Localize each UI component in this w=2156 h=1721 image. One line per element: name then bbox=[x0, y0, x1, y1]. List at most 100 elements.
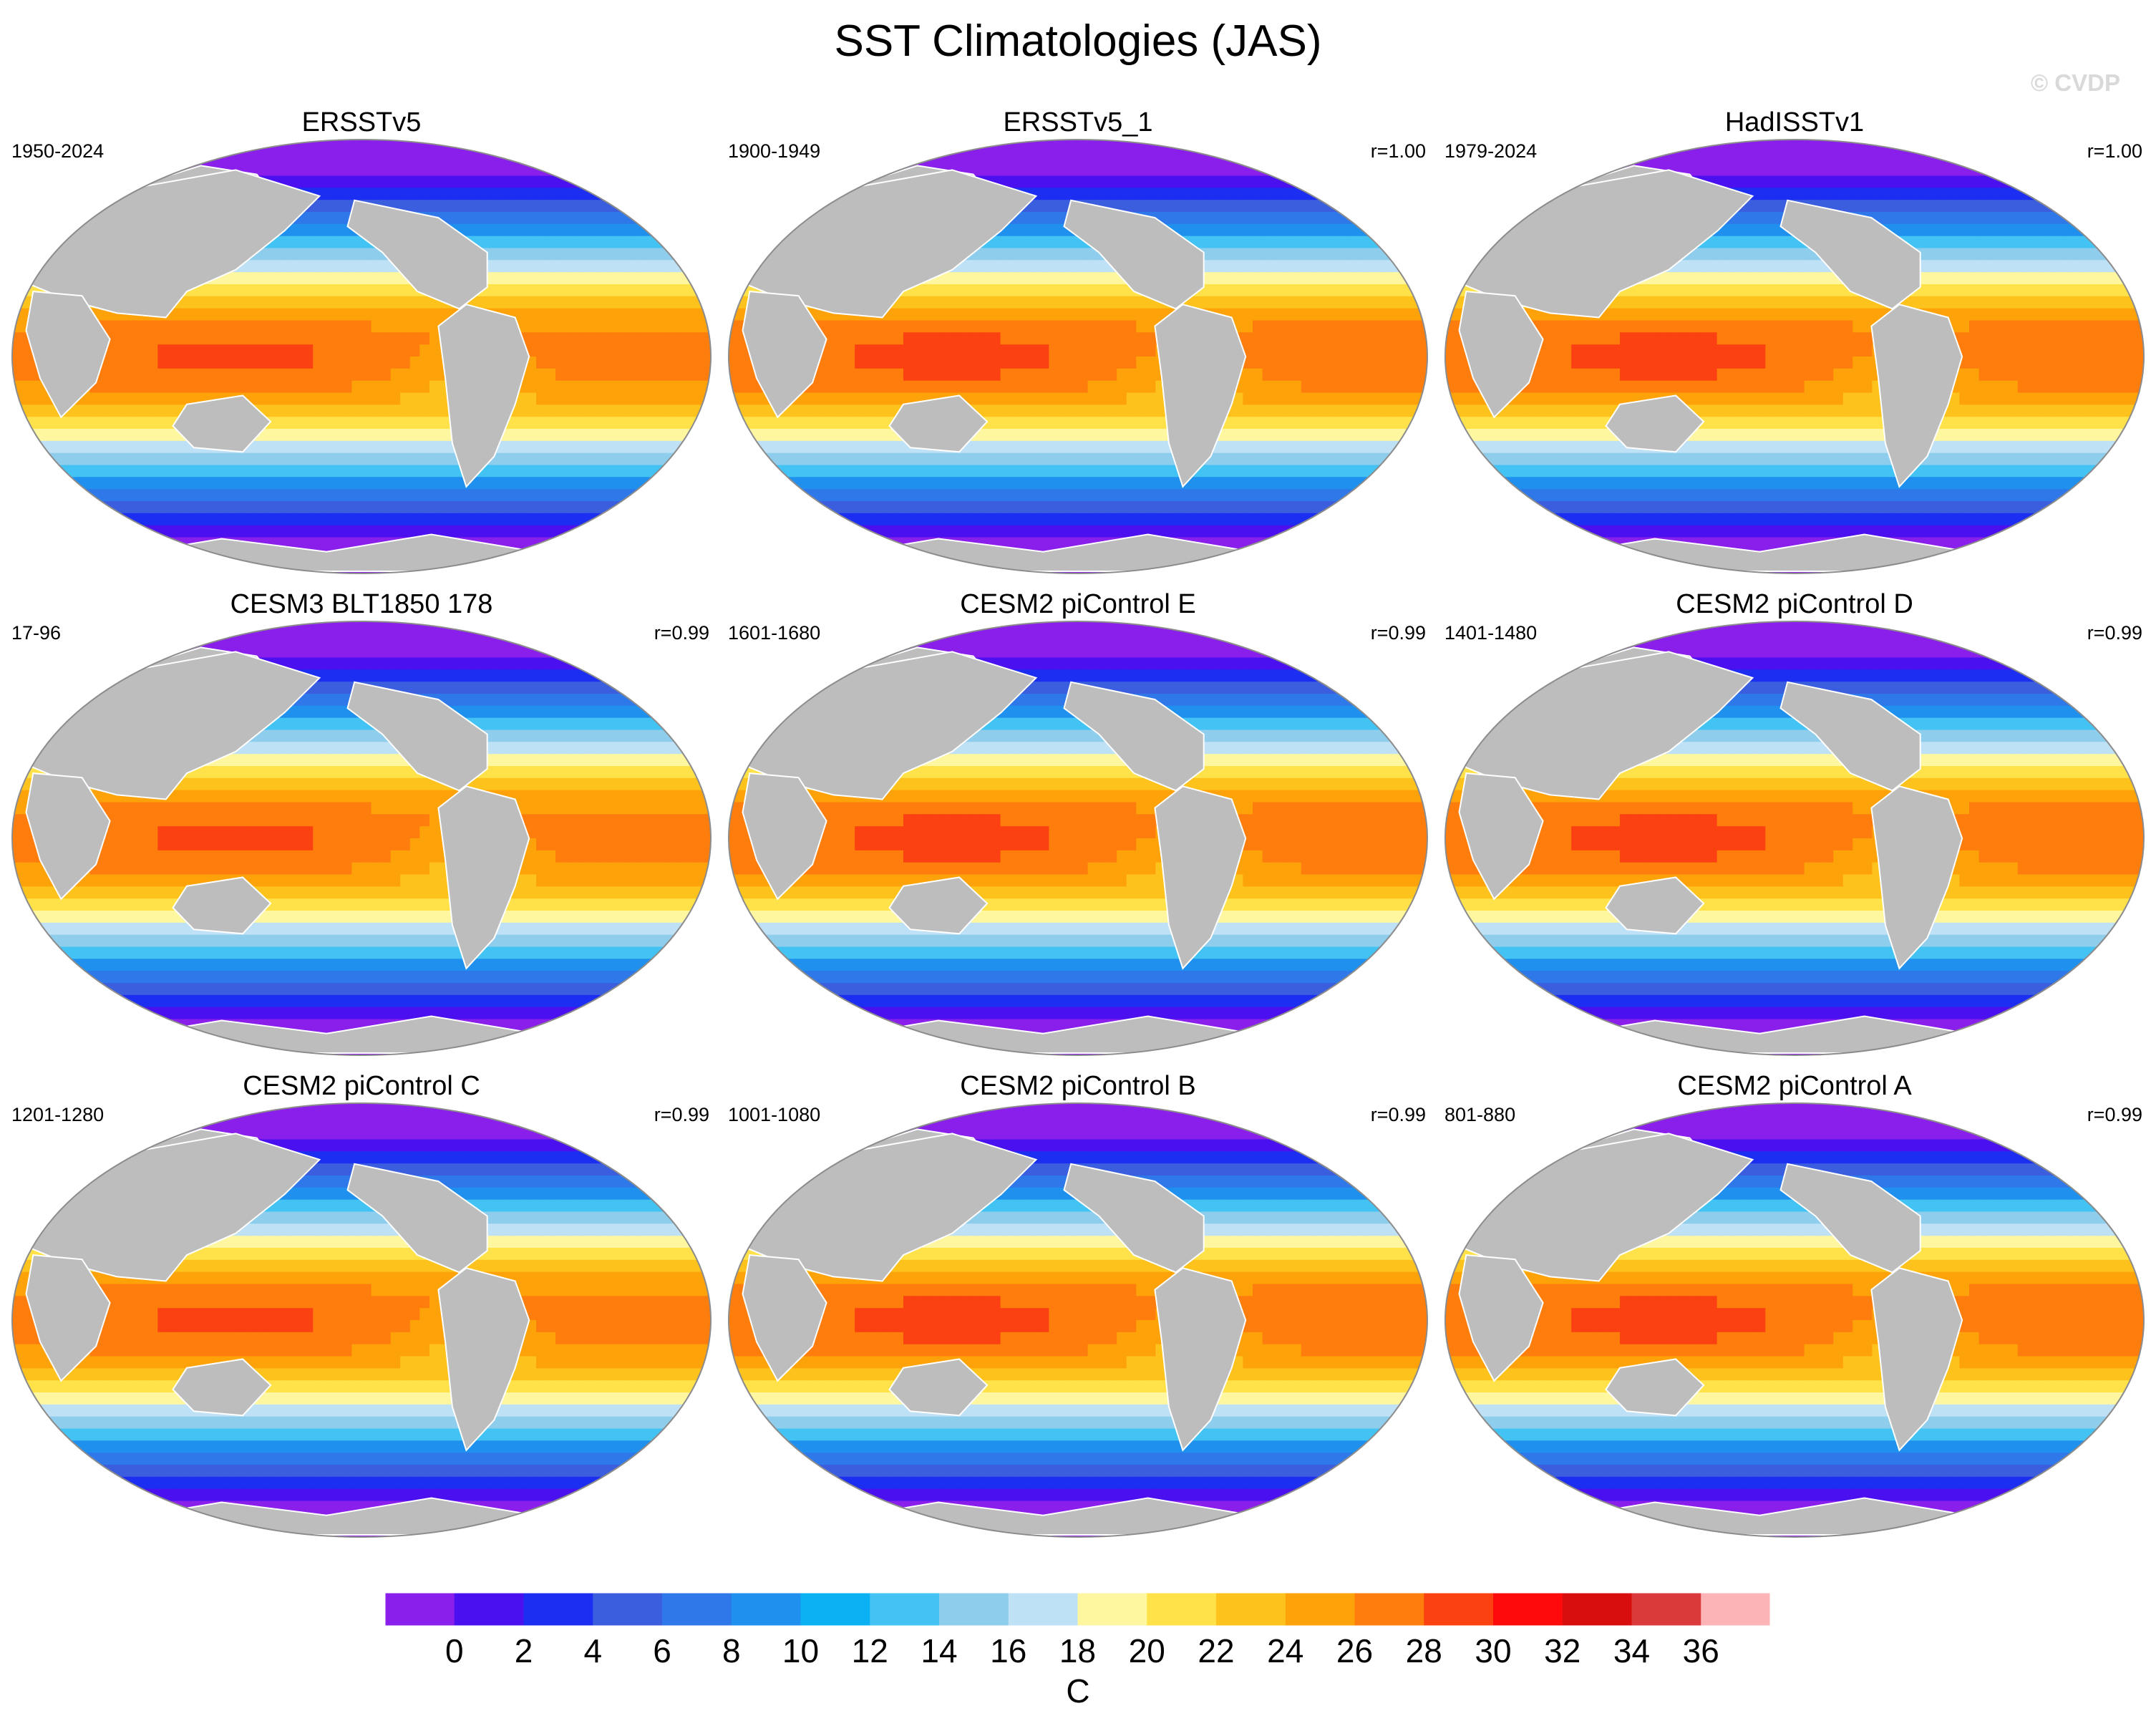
sst-cell bbox=[691, 236, 702, 249]
sst-cell bbox=[738, 272, 749, 285]
sst-cell bbox=[1262, 284, 1273, 297]
sst-cell bbox=[1243, 440, 1253, 454]
sst-cell bbox=[594, 368, 605, 382]
sst-cell bbox=[41, 200, 52, 213]
sst-cell bbox=[381, 392, 392, 405]
sst-cell bbox=[1145, 368, 1157, 382]
sst-cell bbox=[138, 357, 149, 369]
sst-cell bbox=[545, 200, 556, 213]
sst-cell bbox=[1019, 368, 1030, 382]
sst-cell bbox=[555, 368, 566, 382]
sst-cell bbox=[1078, 465, 1089, 477]
sst-cell bbox=[1301, 440, 1311, 454]
sst-cell bbox=[1349, 236, 1360, 249]
sst-cell bbox=[322, 392, 333, 405]
sst-cell bbox=[1107, 175, 1117, 188]
sst-cell bbox=[51, 440, 62, 454]
sst-cell bbox=[1107, 404, 1117, 417]
sst-cell bbox=[691, 501, 702, 514]
sst-cell bbox=[825, 368, 836, 382]
sst-cell bbox=[594, 357, 605, 369]
sst-cell bbox=[1272, 417, 1283, 430]
sst-cell bbox=[526, 368, 537, 382]
sst-cell bbox=[932, 452, 943, 466]
sst-cell bbox=[313, 513, 324, 526]
sst-cell bbox=[1185, 223, 1195, 237]
sst-cell bbox=[303, 477, 314, 490]
sst-cell bbox=[796, 525, 807, 538]
sst-cell bbox=[662, 200, 673, 213]
sst-cell bbox=[767, 513, 778, 526]
sst-cell bbox=[1000, 380, 1011, 394]
sst-cell bbox=[1253, 151, 1263, 165]
sst-cell bbox=[681, 188, 692, 200]
sst-cell bbox=[1233, 417, 1244, 430]
sst-cell bbox=[1243, 272, 1253, 285]
sst-cell bbox=[913, 452, 923, 466]
sst-cell bbox=[167, 549, 178, 562]
sst-cell bbox=[662, 417, 673, 430]
sst-cell bbox=[874, 357, 885, 369]
sst-cell bbox=[51, 223, 62, 237]
sst-cell bbox=[79, 465, 91, 477]
sst-cell bbox=[536, 236, 547, 249]
sst-cell bbox=[1340, 440, 1351, 454]
sst-cell bbox=[109, 489, 120, 502]
sst-cell bbox=[1058, 151, 1069, 165]
sst-cell bbox=[1078, 392, 1089, 405]
sst-cell bbox=[128, 489, 139, 502]
sst-cell bbox=[1320, 452, 1331, 466]
sst-cell bbox=[825, 440, 836, 454]
sst-cell bbox=[526, 140, 537, 152]
sst-cell bbox=[419, 501, 430, 514]
sst-cell bbox=[526, 284, 537, 297]
sst-cell bbox=[1369, 417, 1379, 430]
sst-cell bbox=[757, 501, 768, 514]
sst-cell bbox=[971, 260, 982, 273]
sst-cell bbox=[738, 175, 749, 188]
sst-cell bbox=[565, 284, 576, 297]
sst-cell bbox=[603, 440, 615, 454]
sst-cell bbox=[1262, 236, 1273, 249]
sst-cell bbox=[293, 513, 304, 526]
sst-cell bbox=[1407, 452, 1419, 466]
sst-cell bbox=[1213, 452, 1224, 466]
sst-cell bbox=[1223, 272, 1234, 285]
sst-cell bbox=[565, 549, 576, 562]
sst-cell bbox=[1097, 368, 1108, 382]
sst-cell bbox=[1379, 392, 1389, 405]
sst-cell bbox=[1379, 332, 1389, 345]
sst-cell bbox=[303, 223, 314, 237]
sst-cell bbox=[835, 501, 846, 514]
sst-cell bbox=[1213, 465, 1224, 477]
sst-cell bbox=[1136, 188, 1147, 200]
sst-cell bbox=[903, 489, 914, 502]
sst-cell bbox=[991, 296, 1001, 309]
sst-cell bbox=[119, 368, 130, 382]
sst-cell bbox=[128, 501, 139, 514]
sst-cell bbox=[729, 188, 739, 200]
sst-cell bbox=[1068, 260, 1079, 273]
sst-cell bbox=[1379, 465, 1389, 477]
sst-cell bbox=[1340, 188, 1351, 200]
sst-cell bbox=[1068, 525, 1079, 538]
sst-cell bbox=[313, 429, 324, 442]
sst-cell bbox=[633, 549, 644, 562]
sst-cell bbox=[1126, 344, 1137, 357]
sst-cell bbox=[961, 357, 972, 369]
land-polygon bbox=[346, 199, 488, 310]
sst-cell bbox=[1087, 163, 1098, 177]
sst-cell bbox=[748, 163, 759, 177]
sst-cell bbox=[1262, 357, 1273, 369]
sst-cell bbox=[633, 308, 644, 321]
sst-cell bbox=[177, 151, 188, 165]
sst-cell bbox=[613, 296, 624, 309]
sst-cell bbox=[332, 308, 343, 321]
sst-cell bbox=[41, 513, 52, 526]
sst-cell bbox=[1029, 332, 1040, 345]
sst-cell bbox=[526, 344, 537, 357]
sst-cell bbox=[623, 140, 634, 152]
sst-cell bbox=[303, 380, 314, 394]
sst-cell bbox=[157, 465, 168, 477]
sst-cell bbox=[806, 537, 817, 550]
